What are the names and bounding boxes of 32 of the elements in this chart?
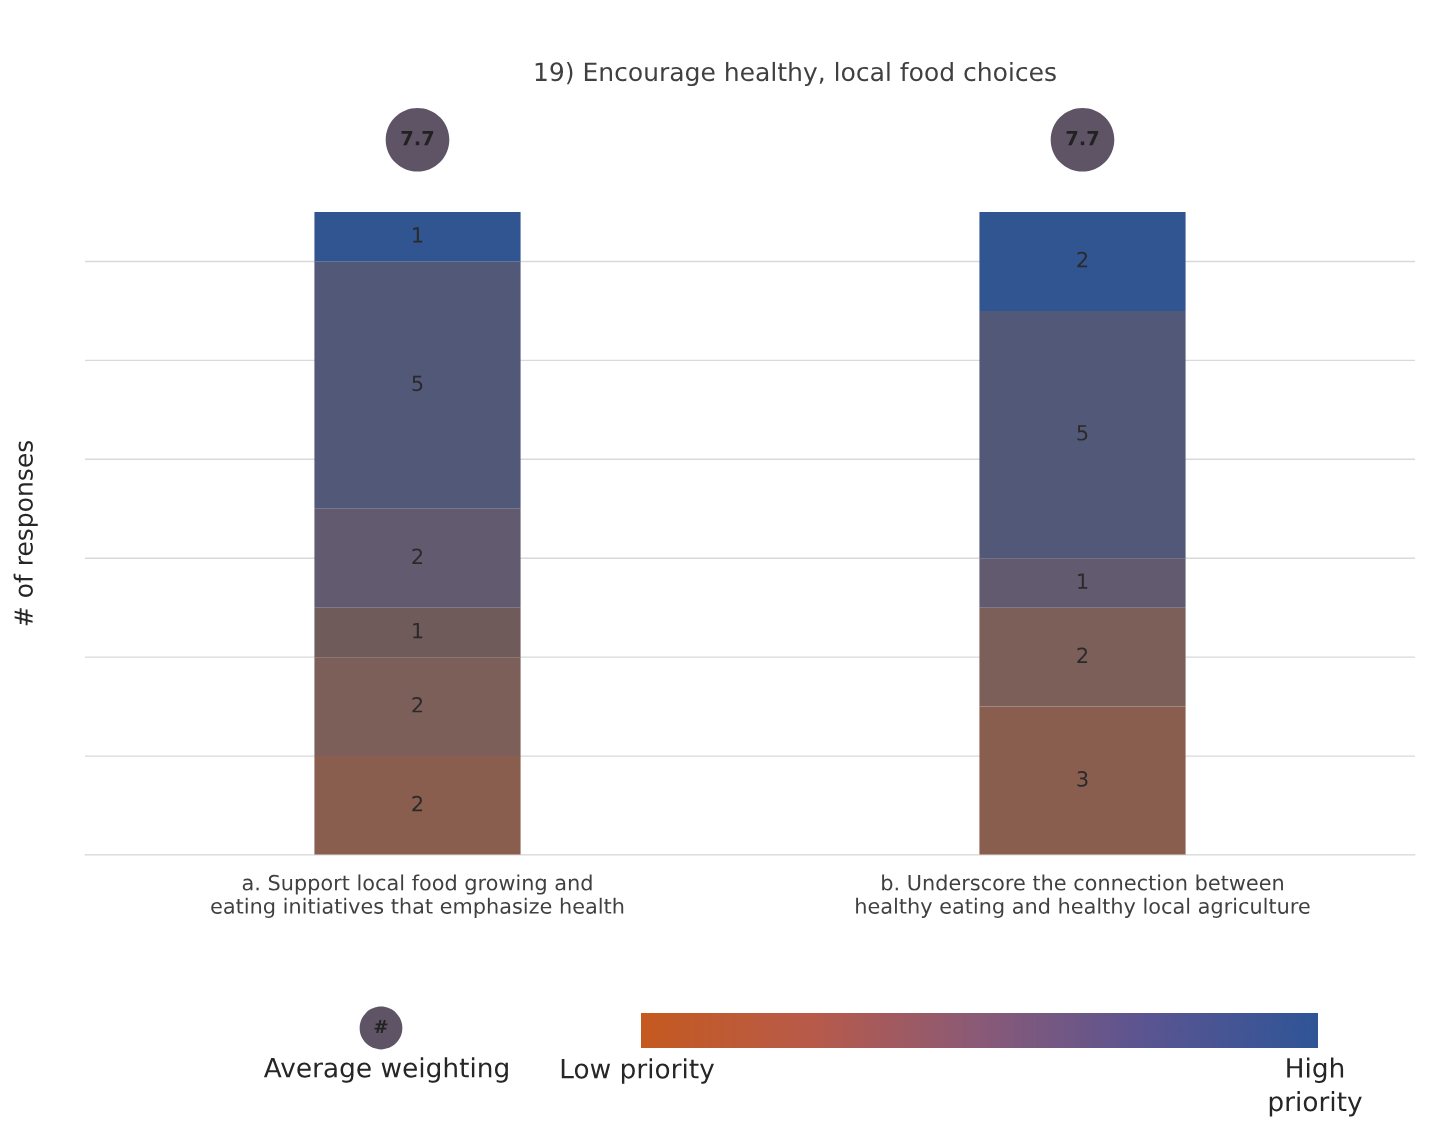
x-tick-label: a. Support local food growing and eating initiatives that emphasize health — [211, 874, 624, 918]
text: 7.7 — [1066, 130, 1099, 146]
bar — [979, 607, 1186, 707]
text: # — [374, 1020, 388, 1033]
bar — [979, 558, 1186, 608]
data-label: 2 — [412, 548, 423, 564]
data-label: 1 — [413, 227, 423, 243]
x-tick-label: b. Underscore the connection between healthy eating and healthy local agriculture — [856, 874, 1310, 918]
data-label: 2 — [412, 795, 423, 812]
bar — [314, 212, 521, 262]
data-label: 2 — [412, 696, 423, 713]
bar — [314, 261, 521, 509]
bar — [314, 756, 521, 855]
bar — [314, 657, 521, 757]
text: Average weighting — [263, 1057, 508, 1083]
bar — [314, 508, 521, 608]
bar — [979, 706, 1186, 855]
text: 7.7 — [401, 130, 434, 146]
data-label: 3 — [1077, 771, 1088, 787]
text: High priority — [1269, 1057, 1362, 1117]
data-label: 1 — [413, 622, 423, 639]
data-label: 2 — [1077, 647, 1088, 663]
data-label: 2 — [1077, 251, 1088, 268]
data-label: 5 — [1077, 425, 1088, 441]
chart-title: 19) Encourage healthy, local food choices — [535, 61, 1056, 87]
text: Low priority — [561, 1058, 714, 1084]
data-label: 1 — [1078, 573, 1088, 589]
data-label: 5 — [412, 375, 423, 392]
bar — [979, 212, 1186, 311]
bar — [979, 310, 1186, 559]
bar — [314, 607, 521, 658]
y-axis-title: # of responses — [13, 440, 38, 626]
